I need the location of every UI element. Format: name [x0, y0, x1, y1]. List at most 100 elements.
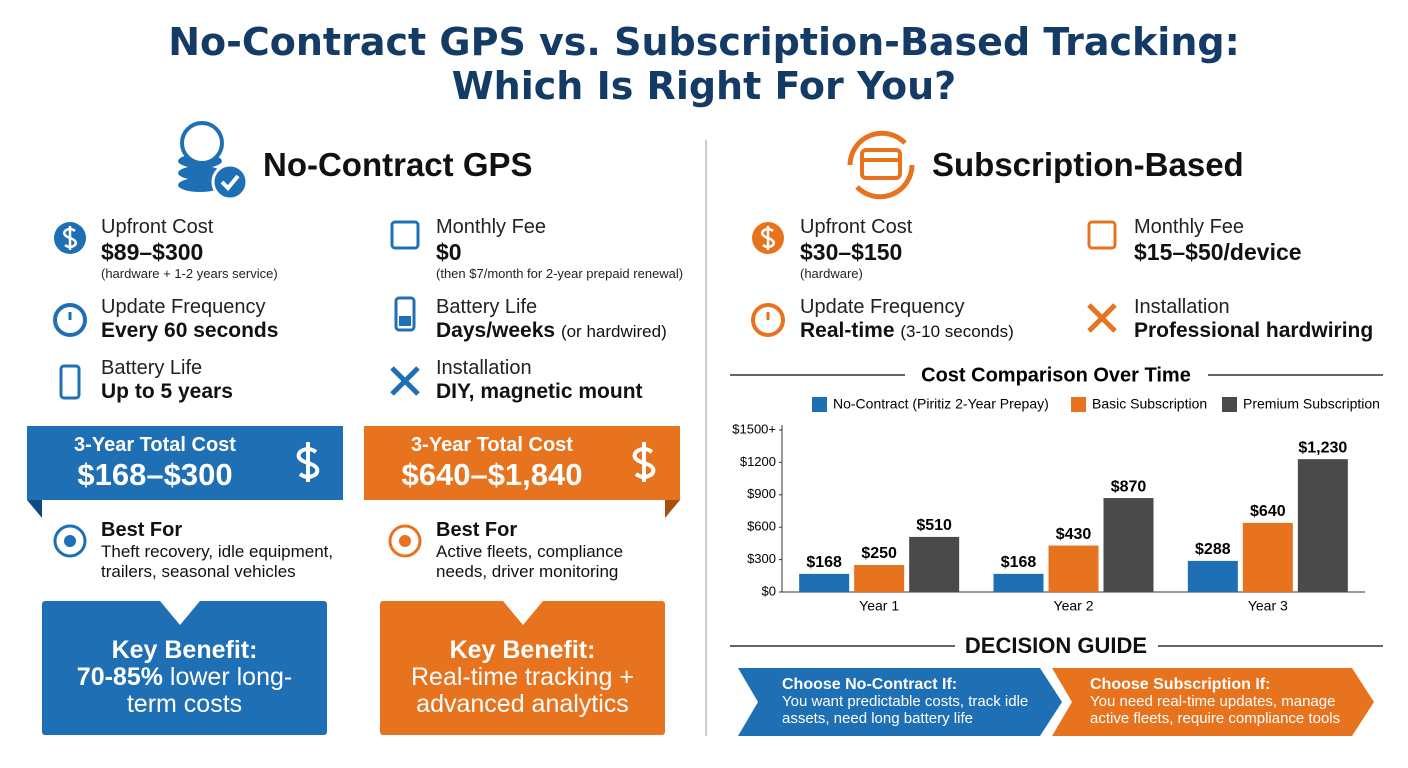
y-tick-label: $1500+: [732, 421, 776, 436]
x-tick-label: Year 3: [1248, 598, 1288, 614]
value: $0: [436, 239, 462, 265]
legend-label: No-Contract (Piritiz 2-Year Prepay): [833, 396, 1049, 412]
value: Days/weeks: [436, 319, 556, 342]
label: Installation: [436, 357, 532, 379]
feature-icons: [53, 220, 1117, 558]
bar: [909, 536, 960, 592]
value-label: $430: [1056, 526, 1092, 543]
feature: Upfront Cost $89–$300 (hardware + 1-2 year…: [101, 216, 278, 281]
guide-item: Choose Subscription If: You need real-tim…: [1090, 676, 1352, 727]
label: Monthly Fee: [436, 216, 547, 238]
total-banners: [27, 426, 680, 518]
legend-label: Premium Subscription: [1243, 396, 1380, 412]
feature: Battery Life Up to 5 years: [101, 357, 233, 404]
value-label: $168: [806, 554, 842, 571]
value-label: $250: [861, 545, 897, 562]
label: Upfront Cost: [800, 216, 913, 238]
value: $89–$300: [101, 239, 204, 265]
feature: Update Frequency Real-time (3-10 seconds): [800, 296, 1014, 343]
x-tick-label: Year 1: [859, 598, 899, 614]
y-tick-label: $600: [747, 519, 776, 534]
label: Update Frequency: [800, 296, 965, 318]
legend-swatch: [1222, 397, 1237, 412]
value: DIY, magnetic mount: [436, 380, 643, 403]
key-benefit: Key Benefit: 70-85% lower long-term costs: [52, 637, 317, 718]
note: (hardware): [800, 266, 863, 281]
guide-text: You want predictable costs, track idle a…: [782, 693, 1029, 727]
title: No-Contract GPS vs. Subscription-Based T…: [168, 20, 1240, 64]
total: 3-Year Total Cost $168–$300: [27, 434, 343, 493]
total-value: $640–$1,840: [401, 457, 583, 492]
guide-heading: Choose No-Contract If:: [782, 676, 958, 693]
feature: Upfront Cost $30–$150 (hardware): [800, 216, 912, 281]
key-benefit: Key Benefit: Real-time tracking + advance…: [390, 637, 655, 718]
bar: [1048, 545, 1099, 592]
guide-heading: Choose Subscription If:: [1090, 676, 1271, 693]
value-label: $168: [1001, 554, 1037, 571]
legend-label: Basic Subscription: [1092, 396, 1207, 412]
y-tick-label: $0: [762, 583, 776, 598]
label: Key Benefit:: [111, 636, 258, 664]
value-label: $510: [916, 517, 952, 534]
total-label: 3-Year Total Cost: [74, 434, 236, 456]
y-tick-label: $900: [747, 486, 776, 501]
heading: Subscription-Based: [932, 146, 1244, 183]
chart-title: Cost Comparison Over Time: [921, 364, 1191, 386]
value-label: $640: [1250, 503, 1286, 520]
bar: [1242, 522, 1293, 592]
total-value: $168–$300: [77, 457, 233, 492]
value-label: $870: [1111, 478, 1147, 495]
decision-arrows: [730, 374, 1383, 736]
feature: Monthly Fee $15–$50/device: [1134, 216, 1302, 266]
guide-item: Choose No-Contract If: You want predictab…: [782, 676, 1032, 727]
heading: No-Contract GPS: [263, 146, 533, 183]
label: Installation: [1134, 296, 1230, 318]
label: Monthly Fee: [1134, 216, 1245, 238]
value: Up to 5 years: [101, 380, 233, 403]
y-tick-label: $300: [747, 551, 776, 566]
bar: [1187, 560, 1238, 592]
best-for: Best For Theft recovery, idle equipment, …: [101, 519, 361, 582]
total: 3-Year Total Cost $640–$1,840: [364, 434, 680, 493]
value-row: Days/weeks (or hardwired): [436, 319, 667, 343]
best-for: Best For Active fleets, compliance needs,…: [436, 519, 656, 582]
feature: Update Frequency Every 60 seconds: [101, 296, 278, 343]
title: Which Is Right For You?: [451, 64, 957, 108]
note: (hardware + 1-2 years service): [101, 266, 278, 281]
feature: Installation Professional hardwiring: [1134, 296, 1373, 343]
y-tick-label: $1200: [740, 454, 776, 469]
note: (then $7/month for 2-year prepaid renewa…: [436, 266, 684, 281]
value: Every 60 seconds: [101, 319, 279, 342]
coins-icon: [178, 121, 249, 201]
text: Active fleets, compliance needs, driver …: [436, 542, 624, 581]
value-row: Real-time (3-10 seconds): [800, 319, 1014, 343]
bar: [799, 573, 850, 592]
feature: Monthly Fee $0 (then $7/month for 2-year p…: [436, 216, 683, 281]
guide-title: DECISION GUIDE: [964, 633, 1148, 658]
total-label: 3-Year Total Cost: [411, 434, 573, 456]
bar: [993, 573, 1044, 592]
x-tick-label: Year 2: [1054, 598, 1094, 614]
label: Key Benefit:: [449, 636, 596, 664]
label: Best For: [436, 519, 518, 541]
label: Upfront Cost: [101, 216, 214, 238]
highlight: 70-85%: [76, 663, 163, 691]
value: $15–$50/device: [1134, 239, 1302, 265]
value-label: $1,230: [1298, 439, 1347, 456]
note: (3-10 seconds): [900, 322, 1014, 341]
label: Best For: [101, 519, 183, 541]
label: Battery Life: [101, 357, 203, 379]
guide-text: You need real-time updates, manage activ…: [1090, 693, 1341, 727]
label: Update Frequency: [101, 296, 266, 318]
text: lower long-term costs: [126, 663, 293, 718]
text: Real-time tracking + advanced analytics: [411, 663, 634, 718]
text: Theft recovery, idle equipment, trailers…: [101, 542, 334, 581]
label: Battery Life: [436, 296, 538, 318]
feature: Battery Life Days/weeks (or hardwired): [436, 296, 667, 343]
feature: Installation DIY, magnetic mount: [436, 357, 643, 404]
bar: [1103, 498, 1154, 592]
legend-swatch: [1071, 397, 1086, 412]
bar: [854, 565, 905, 592]
